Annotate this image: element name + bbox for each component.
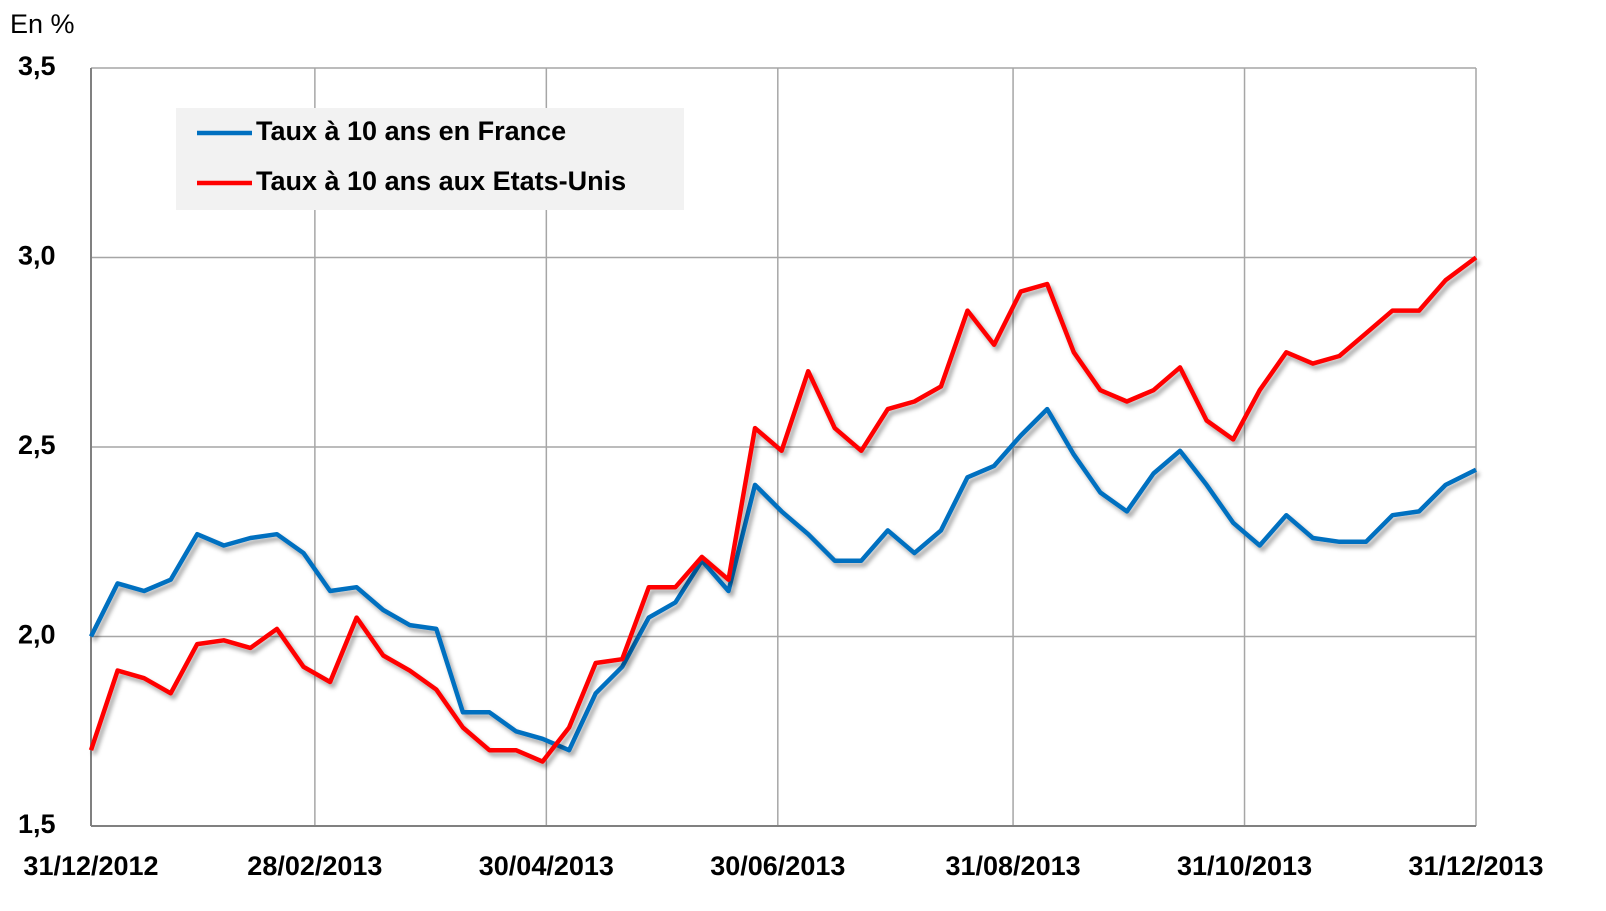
x-tick-label: 30/06/2013 [710, 851, 845, 881]
legend-label: Taux à 10 ans en France [256, 116, 566, 146]
y-axis-label: En % [10, 9, 75, 39]
y-tick-label: 3,5 [18, 51, 56, 81]
y-tick-label: 2,5 [18, 430, 56, 460]
y-tick-label: 3,0 [18, 241, 56, 271]
legend-label: Taux à 10 ans aux Etats-Unis [256, 166, 626, 196]
series-line [88, 255, 1478, 764]
x-tick-label: 31/12/2012 [23, 851, 158, 881]
x-tick-label: 31/08/2013 [945, 851, 1080, 881]
series-line [88, 406, 1478, 753]
y-tick-label: 2,0 [18, 620, 56, 650]
x-tick-label: 31/10/2013 [1177, 851, 1312, 881]
legend-box [176, 108, 684, 210]
x-tick-label: 28/02/2013 [247, 851, 382, 881]
y-tick-label: 1,5 [18, 809, 56, 839]
x-tick-label: 30/04/2013 [479, 851, 614, 881]
legend: Taux à 10 ans en France Taux à 10 ans aux… [176, 108, 684, 210]
x-tick-label: 31/12/2013 [1408, 851, 1543, 881]
